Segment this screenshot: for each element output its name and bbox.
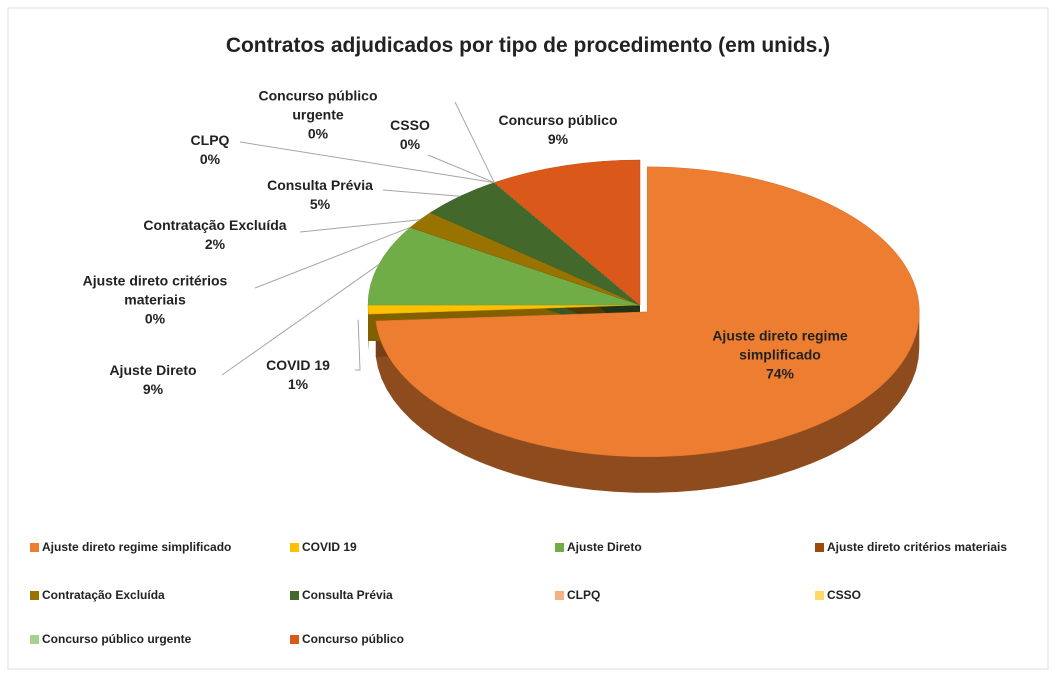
data-label-value: 5% <box>309 196 331 212</box>
data-label-name: Consulta Prévia <box>267 177 373 193</box>
data-label: Concurso público 9% <box>478 111 638 149</box>
legend-label: CLPQ <box>567 588 601 602</box>
legend-item: Ajuste direto critérios materiais <box>815 540 1007 554</box>
legend-item: CLPQ <box>555 588 600 602</box>
pie-slice-side <box>375 311 920 493</box>
data-label-name: COVID 19 <box>266 357 330 373</box>
pie-slice <box>493 159 641 306</box>
data-label: CLPQ 0% <box>170 131 250 169</box>
legend-label: Concurso público urgente <box>42 632 192 646</box>
chart-title: Contratos adjudicados por tipo de proced… <box>225 34 831 57</box>
data-label: Concurso público urgente 0% <box>238 87 398 144</box>
data-label-name: Concurso público urgente <box>258 87 378 123</box>
data-label-value: 0% <box>199 151 221 167</box>
leader-line <box>382 189 461 197</box>
legend-item: Concurso público <box>290 632 404 646</box>
leader-line <box>221 264 380 376</box>
data-label-name: Contratação Excluída <box>143 217 287 233</box>
legend-label: Ajuste Direto <box>567 540 642 554</box>
leader-line <box>299 219 420 233</box>
leader-line <box>427 154 495 184</box>
data-label: Consulta Prévia 5% <box>240 176 400 214</box>
legend-label: Ajuste direto critérios materiais <box>827 540 1008 554</box>
data-label-value: 2% <box>204 236 226 252</box>
data-label-value: 0% <box>399 136 421 152</box>
legend-label: Consulta Prévia <box>302 588 393 602</box>
data-label-name: Ajuste Direto <box>109 362 197 378</box>
legend-item: Consulta Prévia <box>290 588 393 602</box>
data-label: Contratação Excluída 2% <box>120 216 310 254</box>
legend-item: Ajuste direto regime simplificado <box>30 540 231 554</box>
legend-swatch <box>30 590 39 600</box>
pie-slice <box>375 166 920 458</box>
data-label-name: Ajuste direto regime simplificado <box>712 327 848 363</box>
data-label: Ajuste Direto 9% <box>93 361 213 399</box>
data-label-value: 9% <box>142 381 164 397</box>
legend-item: Contratação Excluída <box>30 588 165 602</box>
data-label-value: 74% <box>765 365 795 382</box>
legend-swatch <box>30 634 39 644</box>
pie-slice <box>367 227 641 306</box>
legend-item: Ajuste Direto <box>555 540 642 554</box>
legend-swatch <box>815 542 824 552</box>
legend-label: Concurso público <box>302 632 404 646</box>
leader-line <box>454 101 495 183</box>
legend-swatch <box>290 634 299 644</box>
data-label-name: CLPQ <box>190 132 230 148</box>
legend-label: Contratação Excluída <box>42 588 165 602</box>
data-label: Ajuste direto critérios materiais 0% <box>60 272 250 329</box>
leader-line <box>355 319 361 371</box>
data-label-name: Ajuste direto critérios materiais <box>82 272 228 308</box>
data-label: Ajuste direto regime simplificado 74% <box>690 327 870 384</box>
data-label-value: 0% <box>307 125 329 142</box>
legend-swatch <box>290 542 299 552</box>
leader-line <box>239 141 495 184</box>
legend-label: Ajuste direto regime simplificado <box>42 540 232 554</box>
legend-label: CSSO <box>827 588 862 602</box>
data-label-value: 0% <box>144 310 166 327</box>
legend-item: CSSO <box>815 588 861 602</box>
legend-swatch <box>815 590 824 600</box>
data-label: COVID 19 1% <box>248 356 348 394</box>
legend-swatch <box>30 542 39 552</box>
legend-item: Concurso público urgente <box>30 632 191 646</box>
data-label-value: 1% <box>287 376 309 392</box>
data-label: CSSO 0% <box>370 116 450 154</box>
data-label-name: Concurso público <box>498 112 618 128</box>
legend-swatch <box>555 590 564 600</box>
legend-swatch <box>555 542 564 552</box>
legend-label: COVID 19 <box>302 540 357 554</box>
data-label-name: CSSO <box>390 117 430 133</box>
legend-swatch <box>290 590 299 600</box>
data-label-value: 9% <box>547 131 569 147</box>
leader-line <box>254 226 411 289</box>
legend-item: COVID 19 <box>290 540 357 554</box>
